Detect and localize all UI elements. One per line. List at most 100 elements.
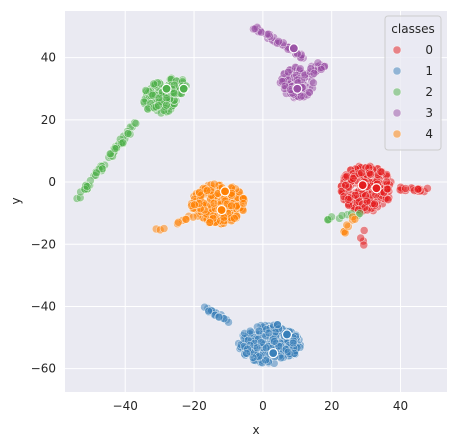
data-point [149,79,158,89]
data-point [227,201,236,210]
data-point [264,328,274,338]
series-1 [200,302,305,368]
highlighted-point [161,83,172,94]
data-point [214,312,224,322]
data-point [209,199,219,208]
data-point [355,209,365,218]
data-point [313,58,323,68]
y-axis-label: y [9,197,23,204]
data-point [169,88,179,98]
data-point [357,168,366,178]
highlighted-point [268,348,279,359]
data-point [239,199,248,208]
data-point [356,233,365,243]
data-point [309,69,319,78]
data-point [82,182,92,191]
data-point [274,37,283,46]
data-point [284,67,293,77]
legend-marker [392,108,402,118]
data-point [230,214,239,223]
data-point [252,343,262,352]
x-tick-label: 20 [324,399,339,413]
legend-entry-label: 1 [425,64,433,78]
legend-entry-label: 4 [425,127,433,141]
data-points [72,22,432,368]
data-point [245,326,255,336]
data-point [348,174,358,183]
data-point [296,64,305,73]
legend-entry-label: 3 [425,106,433,120]
data-point [174,218,183,227]
legend-marker [392,87,402,97]
legend-entry-label: 2 [425,85,433,99]
data-point [92,168,101,178]
data-point [366,169,375,179]
data-point [270,337,279,346]
data-point [141,86,150,95]
legend-marker [392,66,402,76]
data-point [370,199,379,209]
x-tick-label: −20 [181,399,206,413]
y-tick-label: 20 [41,113,56,127]
data-point [376,167,385,176]
data-point [264,29,273,39]
data-point [123,129,133,138]
data-point [273,320,282,329]
data-point [413,185,423,194]
data-point [323,215,333,224]
data-point [342,220,351,230]
data-point [401,184,410,193]
legend: classes 0 1 2 3 4 [384,15,442,151]
data-point [254,326,264,336]
series-0 [336,162,432,250]
data-point [261,343,271,353]
highlighted-point [357,180,368,191]
tick-labels: −40 −20 0 20 40 40 20 0 −20 −40 −60 [31,51,409,413]
highlighted-point [216,204,227,216]
y-tick-label: 0 [48,175,56,189]
series-4 [151,179,360,238]
data-point [118,138,128,147]
data-point [361,191,370,200]
data-point [195,188,204,197]
data-point [261,355,270,365]
data-point [351,191,360,200]
x-tick-label: −40 [113,399,138,413]
highlighted-point [288,43,299,54]
highlighted-point [219,186,231,197]
data-point [309,78,318,88]
data-point [283,347,293,357]
data-point [343,195,353,204]
highlighted-point [281,329,293,340]
data-point [337,211,347,220]
data-point [110,144,120,153]
highlighted-point [371,183,382,194]
x-axis-label: x [252,423,259,437]
x-tick-label: 0 [259,399,267,413]
data-point [204,306,213,316]
data-point [288,338,298,348]
data-point [359,240,368,250]
legend-entry-label: 0 [425,43,433,57]
data-point [159,224,169,233]
data-point [350,215,360,224]
y-tick-label: −40 [31,299,56,313]
data-point [181,215,190,224]
data-point [359,226,369,235]
data-point [98,164,107,174]
y-tick-label: −20 [31,237,56,251]
y-tick-label: −60 [31,362,56,376]
data-point [382,177,391,187]
data-point [383,195,393,204]
data-point [305,88,314,97]
legend-title: classes [391,22,434,36]
highlighted-point [178,83,189,94]
data-point [205,218,215,227]
data-point [190,200,199,210]
data-point [210,179,219,189]
data-point [154,101,163,110]
data-point [317,65,326,74]
data-point [202,186,212,195]
legend-marker [392,45,402,55]
